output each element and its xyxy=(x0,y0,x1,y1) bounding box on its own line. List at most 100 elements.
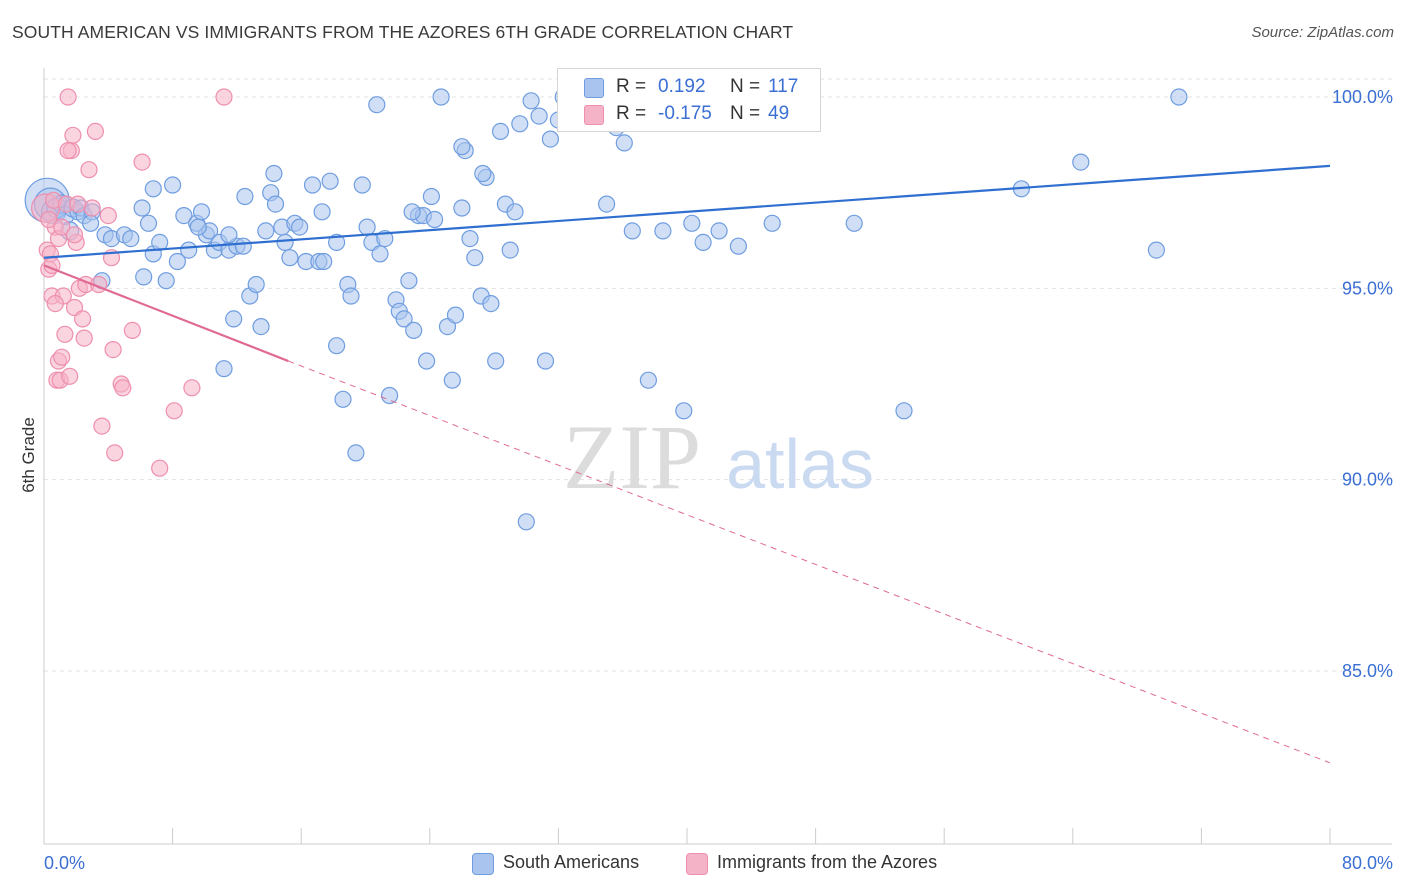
data-point xyxy=(522,92,540,110)
data-point xyxy=(65,226,84,244)
data-point xyxy=(139,214,158,232)
data-point xyxy=(491,122,510,140)
data-point xyxy=(597,195,616,213)
data-point xyxy=(536,352,555,370)
data-point xyxy=(541,130,560,148)
data-point xyxy=(64,126,82,144)
data-point xyxy=(122,230,140,248)
data-point xyxy=(257,222,275,240)
y-tick-label: 100.0% xyxy=(1332,87,1393,107)
data-point xyxy=(395,310,413,328)
data-point xyxy=(114,379,132,397)
data-point xyxy=(215,88,233,106)
data-point xyxy=(694,233,712,251)
data-point xyxy=(1170,88,1188,106)
data-point xyxy=(321,172,339,190)
data-point xyxy=(347,444,365,462)
data-point xyxy=(180,241,198,259)
data-point xyxy=(175,207,193,225)
data-point xyxy=(151,459,169,477)
legend-r-label: R = xyxy=(616,76,647,97)
x-tick-label: 0.0% xyxy=(44,853,85,873)
data-point xyxy=(313,203,331,221)
data-point xyxy=(683,214,701,232)
data-point xyxy=(266,195,285,213)
data-point xyxy=(247,275,265,294)
bottom-legend-swatch-blue xyxy=(472,853,494,875)
data-point xyxy=(59,142,77,160)
data-point xyxy=(623,222,641,240)
data-point xyxy=(729,237,748,255)
data-point xyxy=(422,187,440,206)
data-point xyxy=(405,321,423,339)
data-point xyxy=(530,107,548,125)
data-point xyxy=(83,199,101,217)
gridlines xyxy=(44,78,1392,672)
x-tick-label: 80.0% xyxy=(1342,853,1393,873)
data-point xyxy=(123,321,141,339)
data-point xyxy=(675,402,693,420)
data-point xyxy=(461,230,479,248)
y-tick-label: 90.0% xyxy=(1342,470,1393,490)
data-point xyxy=(358,218,376,236)
data-point xyxy=(291,218,309,236)
data-point xyxy=(506,203,524,221)
trend-line-pink-extension xyxy=(288,360,1331,764)
watermark: ZIP atlas xyxy=(563,406,874,508)
data-point xyxy=(353,176,371,194)
data-point xyxy=(189,218,207,236)
data-point xyxy=(234,237,252,255)
data-point xyxy=(59,88,77,106)
data-point xyxy=(81,214,100,232)
data-point xyxy=(710,222,728,240)
chart-title: SOUTH AMERICAN VS IMMIGRANTS FROM THE AZ… xyxy=(12,22,794,42)
data-point xyxy=(104,341,122,359)
data-point xyxy=(403,203,421,221)
data-point xyxy=(236,187,254,206)
data-point xyxy=(192,203,211,221)
trend-line-pink xyxy=(43,264,289,363)
data-point xyxy=(225,310,243,328)
data-point xyxy=(443,371,461,389)
data-point xyxy=(446,306,465,324)
legend-r-value: -0.175 xyxy=(658,103,712,124)
legend-n-value: 49 xyxy=(768,103,790,124)
data-point xyxy=(466,249,484,267)
data-point xyxy=(61,367,79,385)
data-point xyxy=(371,245,389,263)
data-point xyxy=(763,214,781,232)
legend-n-value: 117 xyxy=(768,76,799,97)
data-point xyxy=(482,295,500,313)
data-point xyxy=(46,295,64,313)
data-point xyxy=(40,210,58,229)
data-point xyxy=(276,233,294,251)
bottom-legend-label: South Americans xyxy=(503,852,640,872)
data-point xyxy=(368,96,386,114)
axes xyxy=(43,68,1392,845)
data-point xyxy=(639,371,658,389)
data-point xyxy=(511,115,529,133)
data-point xyxy=(334,390,352,408)
data-point xyxy=(73,310,92,328)
y-tick-label: 95.0% xyxy=(1342,278,1393,298)
data-point xyxy=(654,222,672,240)
source-label: Source: ZipAtlas.com xyxy=(1251,24,1394,41)
data-point xyxy=(168,252,186,271)
watermark-atlas: atlas xyxy=(726,425,874,503)
data-point xyxy=(303,176,322,194)
legend-n-label: N = xyxy=(730,76,761,97)
legend-swatch-blue xyxy=(584,78,604,98)
data-point xyxy=(53,348,71,366)
data-point xyxy=(252,318,270,336)
y-tick-label: 85.0% xyxy=(1342,661,1393,681)
legend-swatch-pink xyxy=(584,105,604,125)
data-point xyxy=(265,164,283,183)
data-point xyxy=(487,352,505,370)
series-azores xyxy=(30,88,233,477)
bottom-legend-label: Immigrants from the Azores xyxy=(717,852,938,872)
data-point xyxy=(501,241,519,259)
legend-r-label: R = xyxy=(616,103,647,124)
data-point xyxy=(381,386,399,405)
data-point xyxy=(135,268,153,286)
y-axis-label: 6th Grade xyxy=(19,417,38,493)
